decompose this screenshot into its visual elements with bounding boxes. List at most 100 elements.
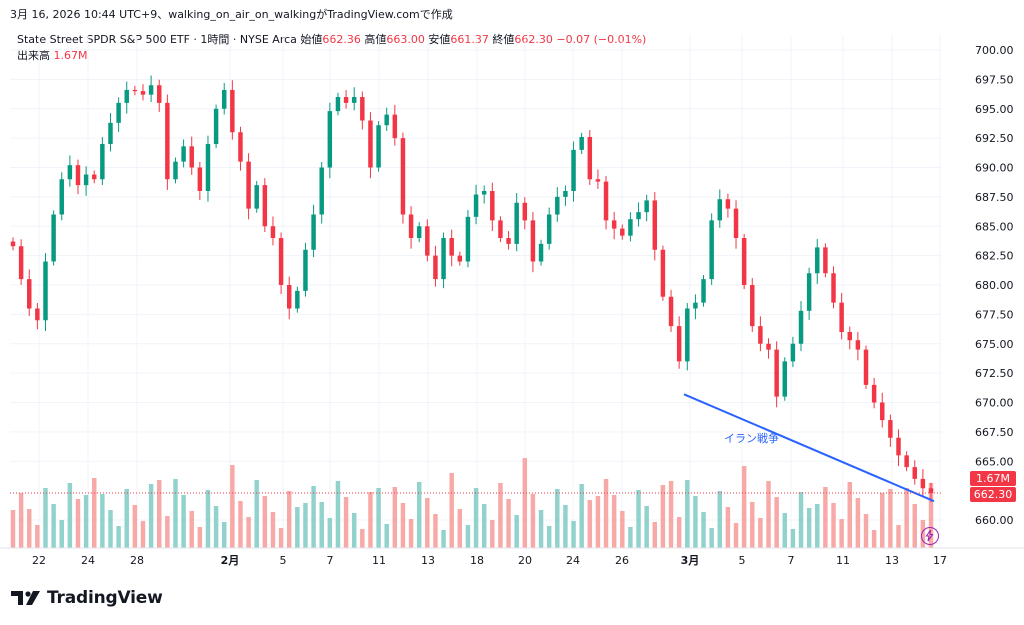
volume-bar	[286, 491, 292, 548]
candle-body	[928, 488, 934, 493]
candle-body	[92, 174, 97, 180]
volume-bar	[587, 500, 593, 548]
volume-bar	[473, 488, 479, 548]
candle-body	[278, 238, 284, 285]
volume-bar	[498, 483, 503, 548]
price-tick: 665.00	[975, 455, 1014, 468]
candle-body	[579, 136, 584, 150]
time-tick: 13	[885, 554, 899, 567]
candle-body	[262, 185, 268, 227]
tradingview-logo[interactable]: TradingView	[11, 587, 163, 609]
last-price-tag	[970, 487, 1016, 502]
candle-body	[465, 216, 471, 262]
candle-body	[522, 202, 528, 221]
time-tick: 11	[836, 554, 850, 567]
candle-body	[473, 194, 479, 217]
time-tick: 11	[372, 554, 386, 567]
price-tick: 700.00	[975, 44, 1014, 57]
volume-bar	[563, 505, 568, 548]
volume-bar	[303, 503, 308, 548]
price-axis: 700.00 697.50 695.00 692.50 690.00 687.50 685.…	[975, 44, 1014, 527]
candle-body	[847, 332, 852, 341]
price-tick: 672.50	[975, 367, 1014, 380]
volume-value: 1.67M	[53, 49, 88, 62]
volume-bar	[790, 529, 796, 548]
volume-bar	[855, 498, 861, 548]
candle-body	[912, 467, 917, 479]
candle-body	[733, 208, 739, 238]
price-tick: 695.00	[975, 103, 1014, 116]
candle-body	[904, 455, 909, 468]
candle-body	[295, 290, 300, 309]
candle-body	[920, 478, 926, 489]
low-label: 安値	[428, 33, 451, 46]
candle-body	[59, 179, 64, 215]
candle-body	[880, 402, 885, 421]
volume-bar	[815, 504, 820, 548]
volume-bar	[116, 526, 121, 548]
high-value: 663.00	[386, 33, 425, 46]
volume-bar	[51, 504, 56, 548]
price-tick: 685.00	[975, 220, 1014, 233]
volume-bar	[595, 496, 601, 548]
candle-body	[725, 199, 731, 209]
volume-bar	[270, 512, 276, 548]
price-tick: 677.50	[975, 308, 1014, 321]
volume-bar	[205, 490, 211, 548]
volume-bar	[295, 507, 300, 548]
time-tick: 2月	[221, 554, 240, 567]
candle-body	[100, 144, 105, 180]
time-tick: 7	[788, 554, 795, 567]
candle-body	[587, 136, 593, 180]
candle-body	[701, 279, 706, 303]
volume-bar	[140, 521, 146, 548]
candle-body	[238, 132, 243, 162]
candle-body	[116, 102, 121, 123]
candle-body	[766, 343, 771, 350]
candlesticks	[10, 75, 934, 503]
candle-body	[750, 285, 755, 327]
candle-body	[351, 97, 357, 103]
price-tick: 697.50	[975, 73, 1014, 86]
candle-body	[823, 247, 828, 274]
candle-body	[43, 261, 48, 321]
open-label: 始値	[300, 33, 323, 46]
volume-bar	[912, 504, 917, 548]
volume-bar	[213, 506, 219, 548]
volume-bar	[124, 489, 129, 548]
volume-bar	[173, 479, 178, 548]
volume-bar	[579, 484, 584, 548]
volume-bar	[652, 522, 658, 548]
candle-body	[270, 226, 276, 238]
candle-body	[400, 138, 406, 215]
volume-bars	[10, 458, 934, 548]
volume-bar	[433, 514, 438, 548]
volume-bar	[685, 480, 690, 548]
volume-bar	[611, 495, 617, 548]
volume-bar	[725, 507, 731, 548]
volume-bar	[132, 505, 138, 548]
volume-bar	[165, 516, 170, 548]
volume-bar	[408, 519, 414, 548]
price-tick: 660.00	[975, 514, 1014, 527]
last-volume-label: 1.67M	[976, 472, 1010, 485]
chart-caption: 3月 16, 2026 10:44 UTC+9、walking_on_air_o…	[10, 8, 453, 21]
candle-body	[408, 214, 414, 238]
lightning-icon[interactable]	[921, 527, 939, 545]
time-tick: 7	[327, 554, 334, 567]
candle-body	[221, 89, 227, 109]
trend-label: イラン戦争	[724, 431, 779, 445]
price-tick: 680.00	[975, 279, 1014, 292]
candle-body	[360, 97, 365, 121]
last-volume-tag	[970, 471, 1016, 486]
candle-body	[831, 273, 836, 303]
candle-body	[863, 349, 869, 385]
volume-bar	[83, 495, 89, 548]
trend-line	[683, 393, 935, 503]
volume-bar	[351, 513, 357, 548]
volume-bar	[636, 490, 641, 548]
volume-bar	[863, 514, 869, 548]
volume-bar	[465, 525, 471, 548]
volume-bar	[327, 518, 333, 548]
